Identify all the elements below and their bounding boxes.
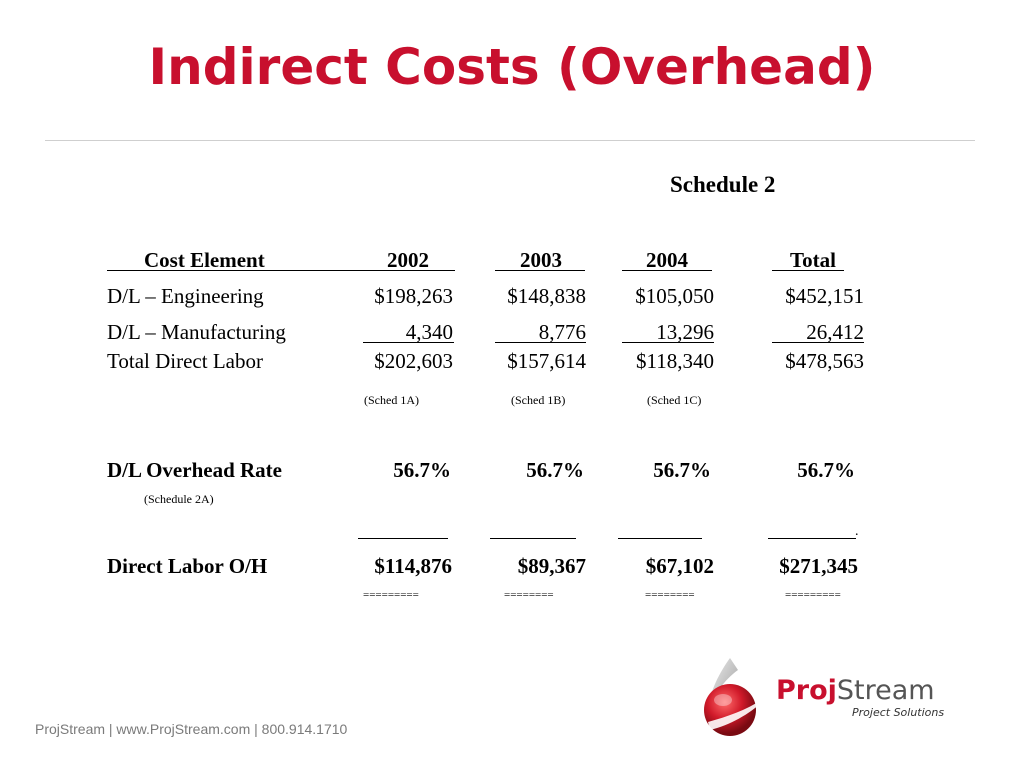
header-2002: 2002 — [387, 248, 429, 272]
total-line-2004 — [618, 538, 702, 539]
subtotal-underline-2004 — [622, 342, 714, 343]
row-label: D/L – Manufacturing — [107, 320, 286, 344]
logo-sphere-icon — [704, 658, 770, 736]
total-line-total — [768, 538, 856, 539]
header-underline-cost-element — [107, 270, 455, 271]
footer-contact: ProjStream | www.ProjStream.com | 800.91… — [35, 721, 348, 737]
header-underline-total — [772, 270, 844, 271]
subtotal-underline-2003 — [495, 342, 586, 343]
logo-brand-light: Stream — [836, 675, 935, 706]
schedule-label: Schedule 2 — [670, 172, 776, 197]
total-line-2003 — [490, 538, 576, 539]
slide-title: Indirect Costs (Overhead) — [148, 38, 876, 96]
row-label: D/L – Engineering — [107, 284, 264, 308]
subtotal-underline-2002 — [363, 342, 454, 343]
oh-2003: $89,367 — [517, 554, 586, 578]
row-label: Direct Labor O/H — [107, 554, 268, 578]
total-line-period: . — [855, 524, 859, 539]
header-underline-2003 — [495, 270, 585, 271]
projstream-logo: ProjStream Project Solutions — [690, 650, 990, 750]
cell-2004: $105,050 — [635, 284, 714, 308]
subtotal-underline-total — [772, 342, 864, 343]
logo-brand-bold: Proj — [776, 675, 837, 706]
rate-total: 56.7% — [797, 458, 855, 482]
cell-2004: 13,296 — [656, 320, 714, 344]
title-divider — [45, 140, 975, 141]
oh-2004: $67,102 — [645, 554, 714, 578]
cell-total: 26,412 — [806, 320, 864, 344]
double-line-2004: ======== — [645, 589, 695, 601]
cell-total: $478,563 — [785, 349, 864, 373]
overhead-rate-note: (Schedule 2A) — [144, 492, 214, 506]
double-line-2003: ======== — [504, 589, 554, 601]
cell-2002: $202,603 — [374, 349, 453, 373]
row-label: Total Direct Labor — [107, 349, 263, 373]
rate-2002: 56.7% — [393, 458, 451, 482]
oh-2002: $114,876 — [374, 554, 452, 578]
logo-wordmark: ProjStream — [776, 676, 935, 706]
double-line-2002: ========= — [363, 589, 419, 601]
total-line-2002 — [358, 538, 448, 539]
header-2004: 2004 — [646, 248, 688, 272]
header-cost-element: Cost Element — [144, 248, 265, 272]
row-label: D/L Overhead Rate — [107, 458, 282, 482]
schedule-ref-2004: (Sched 1C) — [647, 393, 702, 407]
cell-2004: $118,340 — [636, 349, 714, 373]
cell-2003: 8,776 — [538, 320, 586, 344]
cell-2003: $157,614 — [507, 349, 586, 373]
double-line-total: ========= — [785, 589, 841, 601]
rate-2003: 56.7% — [526, 458, 584, 482]
logo-tagline: Project Solutions — [852, 706, 945, 719]
header-2003: 2003 — [520, 248, 562, 272]
cell-2002: 4,340 — [405, 320, 453, 344]
cell-2003: $148,838 — [507, 284, 586, 308]
header-underline-2004 — [622, 270, 712, 271]
rate-2004: 56.7% — [653, 458, 711, 482]
schedule-ref-2002: (Sched 1A) — [364, 393, 419, 407]
cell-total: $452,151 — [785, 284, 864, 308]
oh-total: $271,345 — [779, 554, 858, 578]
header-total: Total — [790, 248, 836, 272]
schedule-ref-2003: (Sched 1B) — [511, 393, 566, 407]
cell-2002: $198,263 — [374, 284, 453, 308]
